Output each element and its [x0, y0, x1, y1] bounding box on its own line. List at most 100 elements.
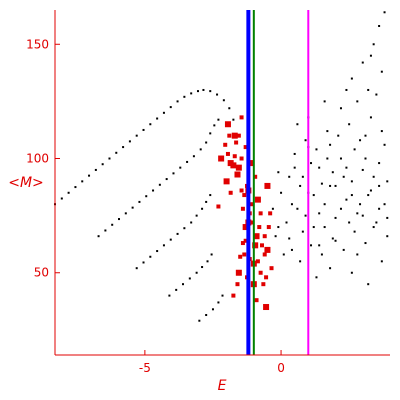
data-point [128, 140, 131, 143]
data-point [326, 157, 329, 160]
data-point [334, 216, 337, 219]
data-point [111, 223, 114, 226]
data-point [380, 260, 383, 263]
data-point [115, 151, 118, 154]
data-point [97, 235, 100, 238]
data-point [266, 225, 271, 230]
data-point [224, 121, 231, 128]
data-point [176, 232, 179, 235]
data-point [135, 267, 138, 270]
data-point [253, 233, 260, 240]
data-point [271, 207, 274, 210]
data-point [217, 118, 220, 121]
data-point [254, 196, 261, 203]
data-point [175, 288, 178, 291]
x-axis-label: E [218, 378, 227, 394]
data-point [383, 203, 386, 206]
data-point [386, 216, 389, 219]
data-point [280, 191, 283, 194]
data-point [383, 11, 386, 14]
data-point [378, 24, 381, 27]
data-point [242, 193, 247, 198]
data-point [259, 243, 264, 248]
data-point [326, 130, 329, 133]
data-point [232, 118, 235, 121]
data-point [223, 142, 228, 147]
data-point [254, 298, 259, 303]
y-axis-label: <M> [8, 175, 44, 191]
data-point [243, 145, 248, 150]
data-point [258, 211, 263, 216]
data-point [380, 130, 383, 133]
data-point [318, 212, 321, 215]
data-point [320, 182, 323, 185]
data-point [323, 203, 326, 206]
data-point [356, 253, 359, 256]
data-point [290, 203, 293, 206]
data-point [320, 253, 323, 256]
data-point [234, 140, 239, 145]
data-point [268, 211, 273, 216]
data-point [296, 207, 299, 210]
data-point [378, 184, 381, 187]
data-point [350, 77, 353, 80]
data-point [369, 54, 372, 57]
data-point [195, 214, 198, 217]
data-point [124, 212, 127, 215]
data-point [282, 253, 285, 256]
data-point [329, 267, 332, 270]
data-point [274, 235, 277, 238]
data-point [364, 134, 367, 137]
data-point [288, 175, 291, 178]
data-point [301, 175, 304, 178]
data-point [243, 238, 248, 243]
data-point [213, 124, 216, 127]
data-point [104, 229, 107, 232]
data-point [353, 230, 356, 233]
data-point [186, 160, 189, 163]
data-point [264, 275, 269, 280]
data-point [348, 123, 351, 126]
data-point [378, 207, 381, 210]
data-point [209, 194, 212, 197]
data-point [230, 162, 237, 169]
data-point [94, 168, 97, 171]
data-point [372, 43, 375, 46]
data-point [350, 194, 353, 197]
data-point [277, 171, 280, 174]
data-point [242, 252, 247, 257]
data-point [206, 260, 209, 263]
data-point [304, 139, 307, 142]
data-point [299, 184, 302, 187]
data-point [285, 221, 288, 224]
data-point [315, 148, 318, 151]
data-point [299, 260, 302, 263]
data-point [367, 283, 370, 286]
data-point [248, 160, 255, 167]
data-point [162, 244, 165, 247]
x-tick-label: 0 [277, 361, 285, 375]
data-point [269, 266, 274, 271]
data-point [210, 253, 213, 256]
data-point [257, 225, 262, 230]
data-point [249, 202, 254, 207]
data-point [221, 294, 224, 297]
data-point [236, 133, 241, 138]
data-point [239, 115, 244, 120]
data-point [135, 134, 138, 137]
data-point [345, 166, 348, 169]
data-point [369, 116, 372, 119]
data-point [255, 259, 260, 264]
data-point [386, 180, 389, 183]
data-point [264, 246, 271, 253]
data-point [234, 171, 241, 178]
data-point [361, 168, 364, 171]
data-point [156, 250, 159, 253]
data-point [367, 88, 370, 91]
data-point [190, 92, 193, 95]
data-point [367, 194, 370, 197]
data-point [301, 230, 304, 233]
data-point [188, 277, 191, 280]
data-point [211, 308, 214, 311]
